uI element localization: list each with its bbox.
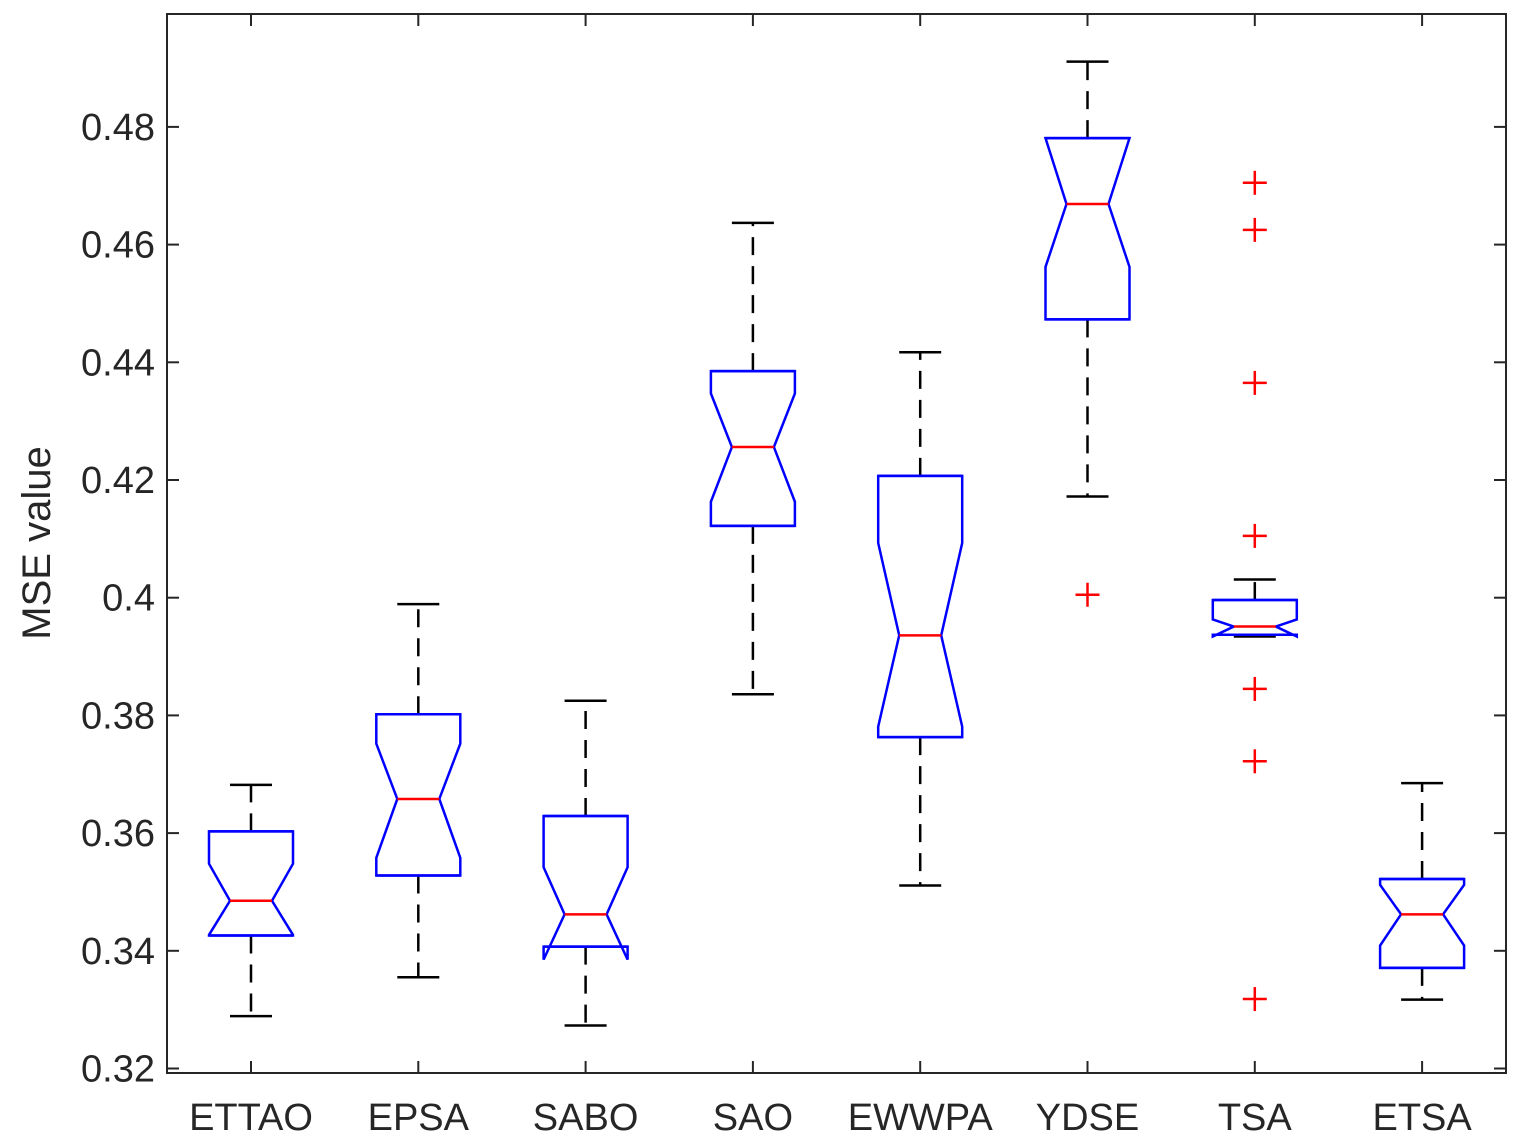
y-tick-label: 0.42 <box>81 460 155 502</box>
box-group-tsa <box>1211 170 1299 1012</box>
y-tick-label: 0.4 <box>102 578 155 620</box>
axes-frame <box>166 13 1507 1074</box>
y-axis-ticks: 0.32 0.34 0.36 0.38 0.4 0.42 0.44 0.46 0.48 <box>81 107 1506 1091</box>
outlier-marker <box>1242 170 1267 195</box>
outlier-marker <box>1075 582 1100 607</box>
box-group-ewwpa <box>876 351 964 887</box>
x-tick-label-ettao: ETTAO <box>189 1097 313 1139</box>
plot-area <box>166 13 1507 1074</box>
y-tick-label: 0.32 <box>81 1049 155 1091</box>
y-tick-label: 0.38 <box>81 695 155 737</box>
box-group-ettao <box>207 783 295 1018</box>
outlier-marker <box>1242 987 1267 1012</box>
y-tick-label: 0.34 <box>81 931 155 973</box>
x-tick-label-epsa: EPSA <box>368 1097 470 1139</box>
x-tick-label-sao: SAO <box>713 1097 793 1139</box>
y-tick-label: 0.46 <box>81 225 155 267</box>
outlier-marker <box>1242 370 1267 395</box>
x-axis-ticks: ETTAO EPSA SABO SAO EWWPA YDSE TSA ETSA <box>189 14 1472 1139</box>
notched-box <box>375 712 462 877</box>
box-group-epsa <box>375 602 462 979</box>
y-tick-label: 0.44 <box>81 342 155 384</box>
notched-box <box>542 814 629 961</box>
box-group-sabo <box>542 699 629 1027</box>
y-tick-label: 0.36 <box>81 813 155 855</box>
notched-box <box>1378 877 1466 970</box>
y-axis-label: MSE value <box>15 446 59 639</box>
notched-box <box>709 369 797 528</box>
notched-box <box>876 474 964 739</box>
x-tick-label-ydse: YDSE <box>1036 1097 1139 1139</box>
box-group-sao <box>709 221 797 696</box>
outlier-marker <box>1242 217 1267 242</box>
x-tick-label-sabo: SABO <box>533 1097 639 1139</box>
x-tick-label-ewwpa: EWWPA <box>848 1097 994 1139</box>
outlier-marker <box>1242 523 1267 548</box>
y-tick-label: 0.48 <box>81 107 155 149</box>
x-tick-label-tsa: TSA <box>1218 1097 1293 1139</box>
box-group-etsa <box>1378 781 1466 1001</box>
notched-box <box>207 830 295 937</box>
box-group-ydse <box>1043 60 1132 607</box>
x-tick-label-etsa: ETSA <box>1372 1097 1472 1139</box>
notched-box <box>1211 598 1299 639</box>
notched-box <box>1043 136 1132 321</box>
outlier-marker <box>1242 749 1267 774</box>
outlier-marker <box>1242 676 1267 701</box>
